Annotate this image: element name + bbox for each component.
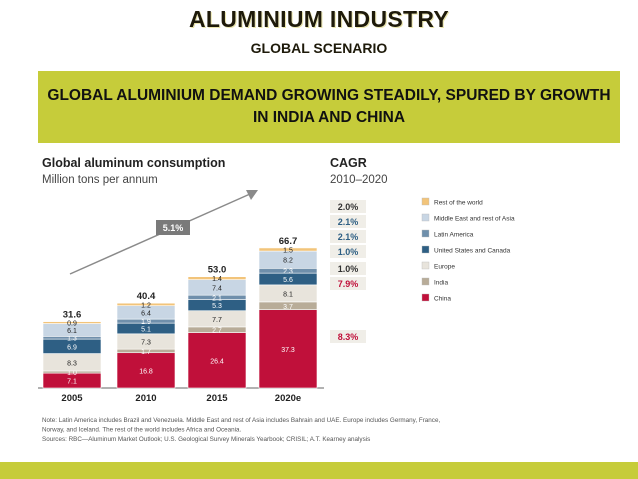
bar-value-label: 7.1 bbox=[67, 379, 77, 386]
bar-segment bbox=[187, 332, 247, 389]
cagr-period: 2010–2020 bbox=[330, 174, 388, 186]
chart-note: Norway, and Iceland. The rest of the wor… bbox=[42, 427, 242, 434]
legend-swatch bbox=[421, 245, 430, 254]
headline-text: GLOBAL ALUMINIUM DEMAND GROWING STEADILY… bbox=[47, 87, 611, 126]
legend-swatch bbox=[421, 261, 430, 270]
aluminum-consumption-chart: Global aluminum consumption Million tons … bbox=[38, 150, 620, 462]
trend-label-box bbox=[156, 220, 190, 235]
x-tick-label: 2020e bbox=[275, 393, 301, 404]
cagr-value: 8.3% bbox=[338, 332, 359, 342]
bar-value-label: 8.1 bbox=[283, 291, 293, 298]
legend-label: Rest of the world bbox=[434, 200, 483, 207]
bar-value-label: 2.1 bbox=[212, 295, 222, 302]
bar-value-label: 16.8 bbox=[139, 368, 153, 375]
bar-value-label: 6.1 bbox=[67, 328, 77, 335]
cagr-box bbox=[330, 245, 366, 258]
bar-value-label: 2.7 bbox=[212, 328, 222, 335]
legend-label: United States and Canada bbox=[434, 248, 511, 255]
bar-value-label: 1.3 bbox=[67, 336, 77, 343]
cagr-box bbox=[330, 330, 366, 343]
chart-note: Note: Latin America includes Brazil and … bbox=[42, 417, 440, 424]
bar-value-label: 1.5 bbox=[283, 248, 293, 255]
cagr-box bbox=[330, 200, 366, 213]
bar-value-label: 1.2 bbox=[141, 302, 151, 309]
legend-swatch bbox=[421, 213, 430, 222]
cagr-value: 2.1% bbox=[338, 217, 359, 227]
bar-total-label: 53.0 bbox=[208, 265, 227, 276]
x-tick-label: 2010 bbox=[135, 393, 156, 404]
bar-value-label: 5.3 bbox=[212, 303, 222, 310]
chart-title: Global aluminum consumption bbox=[42, 156, 225, 170]
bar-segment bbox=[258, 247, 318, 252]
x-tick-label: 2015 bbox=[206, 393, 228, 404]
cagr-box bbox=[330, 215, 366, 228]
bar-value-label: 7.7 bbox=[212, 317, 222, 324]
legend-swatch bbox=[421, 293, 430, 302]
bars-layer: 7.1 1.0 8.3 6.91.36.10.931.6 2005 16.8 1.7 7.3 5… bbox=[38, 236, 324, 404]
cagr-title: CAGR bbox=[330, 156, 367, 170]
bar-value-label: 6.4 bbox=[141, 310, 151, 317]
bar-value-label: 26.4 bbox=[210, 358, 224, 365]
legend-swatch bbox=[421, 277, 430, 286]
trend-arrow-layer: 5.1% bbox=[69, 190, 258, 275]
trend-arrow-head bbox=[246, 190, 258, 200]
page-subtitle: GLOBAL SCENARIO bbox=[250, 40, 388, 56]
bar-total-label: 40.4 bbox=[137, 291, 156, 302]
bar-value-label: 0.9 bbox=[67, 321, 77, 328]
bar-value-label: 7.4 bbox=[212, 285, 222, 292]
trend-label: 5.1% bbox=[163, 223, 184, 233]
cagr-box bbox=[330, 230, 366, 243]
bar-value-label: 1.0 bbox=[67, 370, 77, 377]
legend-label: Latin America bbox=[434, 232, 474, 239]
bar-value-label: 1.4 bbox=[212, 276, 222, 283]
chart-subtitle: Million tons per annum bbox=[42, 174, 158, 186]
cagr-value: 7.9% bbox=[338, 279, 359, 289]
headline-banner: GLOBAL ALUMINIUM DEMAND GROWING STEADILY… bbox=[38, 71, 620, 143]
bar-segment bbox=[187, 276, 247, 280]
cagr-box bbox=[330, 262, 366, 275]
legend-label: Middle East and rest of Asia bbox=[434, 216, 515, 223]
legend-layer: Rest of the world Middle East and rest of… bbox=[421, 197, 515, 303]
bar-segment bbox=[116, 352, 176, 389]
cagr-value: 1.0% bbox=[338, 264, 359, 274]
legend-swatch bbox=[421, 197, 430, 206]
bar-value-label: 7.3 bbox=[141, 339, 151, 346]
bar-value-label: 2.3 bbox=[283, 269, 293, 276]
bar-value-label: 3.7 bbox=[283, 304, 293, 311]
legend-label: China bbox=[434, 296, 451, 303]
bar-value-label: 5.1 bbox=[141, 326, 151, 333]
bar-value-label: 5.6 bbox=[283, 277, 293, 284]
chart-text-layer: Global aluminum consumption Million tons … bbox=[42, 156, 388, 186]
cagr-value: 2.1% bbox=[338, 232, 359, 242]
legend-label: India bbox=[434, 280, 448, 287]
page-title: ALUMINIUM INDUSTRY bbox=[188, 6, 450, 32]
bar-value-label: 8.2 bbox=[283, 258, 293, 265]
bar-value-label: 1.9 bbox=[141, 319, 151, 326]
bar-total-label: 31.6 bbox=[63, 310, 82, 321]
legend-label: Europe bbox=[434, 264, 455, 271]
bar-value-label: 6.9 bbox=[67, 344, 77, 351]
bar-segment bbox=[258, 309, 318, 389]
bar-segment bbox=[42, 321, 102, 324]
bar-segment bbox=[116, 302, 176, 306]
chart-note: Sources: RBC—Aluminum Market Outlook; U.… bbox=[42, 436, 370, 443]
cagr-box bbox=[330, 277, 366, 290]
bar-value-label: 8.3 bbox=[67, 360, 77, 367]
footer-bar bbox=[0, 462, 638, 479]
notes-layer: Note: Latin America includes Brazil and … bbox=[42, 417, 440, 443]
cagr-layer: 2.0% 2.1% 2.1% 1.0% 1.0% 7.9% 8.3% bbox=[330, 200, 366, 343]
bar-value-label: 1.7 bbox=[141, 349, 151, 356]
x-tick-label: 2005 bbox=[61, 393, 83, 404]
cagr-value: 1.0% bbox=[338, 247, 359, 257]
legend-swatch bbox=[421, 229, 430, 238]
bar-total-label: 66.7 bbox=[279, 236, 298, 247]
cagr-value: 2.0% bbox=[338, 202, 359, 212]
bar-value-label: 37.3 bbox=[281, 347, 295, 354]
